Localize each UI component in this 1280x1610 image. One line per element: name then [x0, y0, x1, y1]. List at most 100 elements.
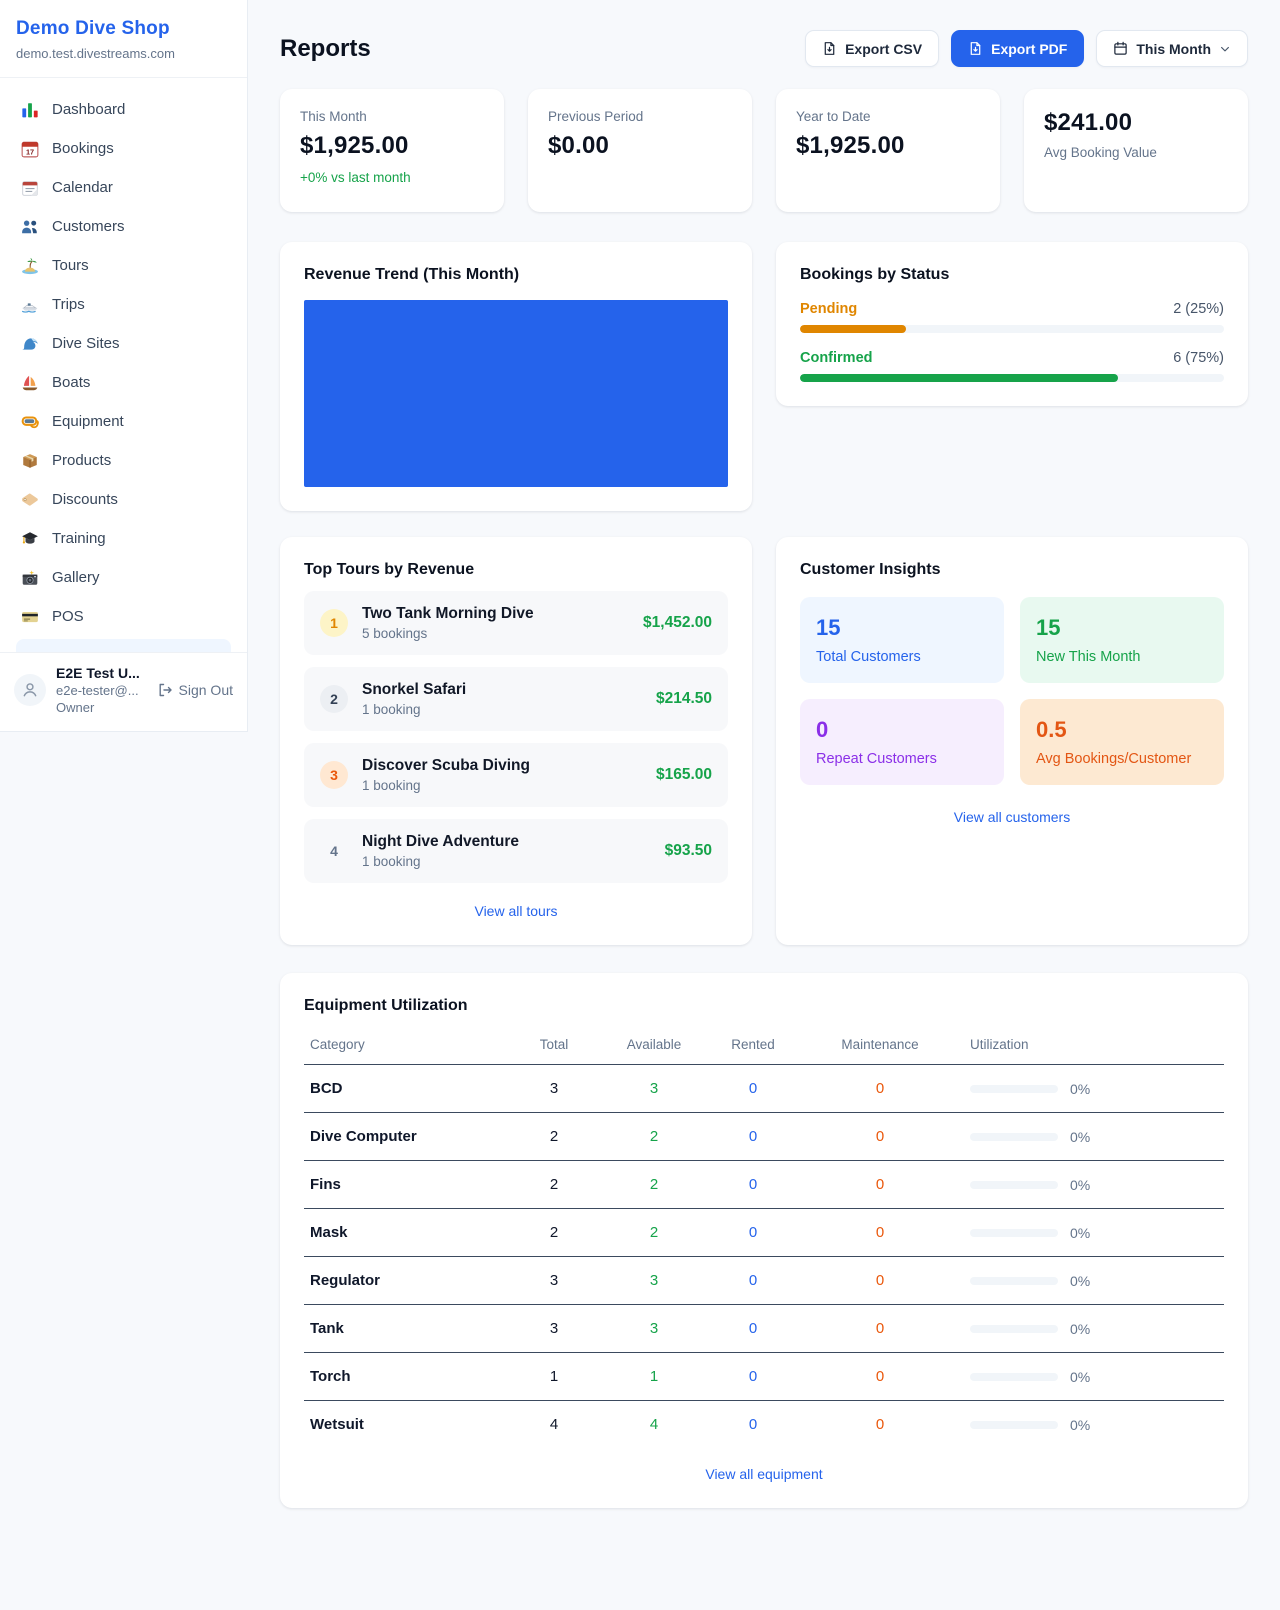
avatar — [14, 674, 46, 706]
main-content: Reports Export CSV Export PDF This Month… — [280, 0, 1248, 1508]
cell-category: Tank — [304, 1304, 510, 1353]
customer-insights-title: Customer Insights — [800, 561, 941, 578]
customer-insights-card: Customer Insights 15 Total Customers 15 … — [776, 537, 1248, 945]
bar-chart-icon — [20, 100, 39, 119]
status-progress-fill — [800, 374, 1118, 382]
sign-out-button[interactable]: Sign Out — [157, 682, 233, 698]
user-email: e2e-tester@... — [56, 683, 139, 698]
sidebar-item-label: Customers — [52, 218, 125, 235]
sidebar-item-dashboard[interactable]: Dashboard — [8, 90, 239, 129]
stat-label: This Month — [300, 109, 367, 124]
tour-name: Snorkel Safari — [362, 681, 467, 698]
equipment-utilization-card: Equipment Utilization Category Total Ava… — [280, 973, 1248, 1508]
export-csv-label: Export CSV — [845, 40, 923, 57]
view-all-equipment-link[interactable]: View all equipment — [705, 1466, 823, 1482]
status-count: 6 (75%) — [1173, 350, 1224, 366]
tile-value: 15 — [1036, 615, 1061, 640]
sidebar-item-discounts[interactable]: Discounts — [8, 480, 239, 519]
cell-available: 3 — [598, 1064, 710, 1113]
sidebar-item-reports-active-partial[interactable] — [16, 639, 231, 652]
sidebar-item-label: Bookings — [52, 140, 114, 157]
period-select[interactable]: This Month — [1096, 30, 1248, 67]
tour-row: 4 Night Dive Adventure 1 booking $93.50 — [304, 819, 728, 883]
sidebar-item-customers[interactable]: Customers — [8, 207, 239, 246]
sidebar-item-pos[interactable]: POS — [8, 597, 239, 636]
cell-maintenance: 0 — [796, 1208, 964, 1257]
sidebar-item-label: Products — [52, 452, 112, 469]
tour-name: Night Dive Adventure — [362, 833, 520, 850]
tile-label: Avg Bookings/Customer — [1036, 751, 1192, 767]
speedboat-icon — [20, 295, 39, 314]
cell-available: 3 — [598, 1304, 710, 1353]
view-all-tours-link[interactable]: View all tours — [474, 903, 558, 919]
sidebar-item-label: POS — [52, 608, 84, 625]
cell-available: 2 — [598, 1160, 710, 1209]
graduation-cap-icon — [20, 529, 39, 548]
utilization-bar — [970, 1180, 1058, 1189]
cell-category: Dive Computer — [304, 1112, 510, 1161]
sidebar-item-boats[interactable]: Boats — [8, 363, 239, 402]
sidebar-item-equipment[interactable]: Equipment — [8, 402, 239, 441]
wave-icon — [20, 334, 39, 353]
stat-card-previous-period: Previous Period $0.00 — [528, 89, 752, 212]
page-header: Reports Export CSV Export PDF This Month — [280, 30, 1248, 67]
sidebar-item-calendar[interactable]: Calendar — [8, 168, 239, 207]
tour-revenue: $165.00 — [655, 766, 712, 783]
col-rented: Rented — [710, 1025, 796, 1065]
cell-category: Fins — [304, 1160, 510, 1209]
stat-value: $1,925.00 — [796, 132, 905, 159]
tag-icon — [20, 490, 39, 509]
sidebar-item-label: Equipment — [52, 413, 124, 430]
view-all-customers-link[interactable]: View all customers — [953, 809, 1071, 825]
tile-avg-bookings-customer: 0.5 Avg Bookings/Customer — [1020, 699, 1224, 785]
tile-value: 0 — [816, 717, 829, 742]
revenue-trend-card: Revenue Trend (This Month) — [280, 242, 752, 511]
sidebar-item-training[interactable]: Training — [8, 519, 239, 558]
tour-bookings: 1 booking — [362, 778, 421, 793]
equipment-table: Category Total Available Rented Maintena… — [304, 1025, 1224, 1448]
export-pdf-button[interactable]: Export PDF — [951, 30, 1085, 67]
tile-total-customers: 15 Total Customers — [800, 597, 1004, 683]
sidebar-item-label: Boats — [52, 374, 91, 391]
sidebar-item-gallery[interactable]: Gallery — [8, 558, 239, 597]
export-csv-button[interactable]: Export CSV — [805, 30, 940, 67]
tile-label: New This Month — [1036, 649, 1141, 665]
shop-name: Demo Dive Shop — [16, 18, 170, 39]
stat-card-avg-booking-value: $241.00 Avg Booking Value — [1024, 89, 1248, 212]
utilization-bar — [970, 1372, 1058, 1381]
utilization-percent: 0% — [1070, 1272, 1091, 1289]
insights-row: Top Tours by Revenue 1 Two Tank Morning … — [280, 537, 1248, 945]
sidebar-item-tours[interactable]: Tours — [8, 246, 239, 285]
tile-value: 0.5 — [1036, 717, 1067, 742]
sidebar-item-label: Gallery — [52, 569, 100, 586]
sidebar-item-products[interactable]: Products — [8, 441, 239, 480]
sidebar-item-dive-sites[interactable]: Dive Sites — [8, 324, 239, 363]
cell-category: Mask — [304, 1208, 510, 1257]
sidebar-item-label: Dive Sites — [52, 335, 120, 352]
stat-cards: This Month $1,925.00 +0% vs last month P… — [280, 89, 1248, 212]
utilization-bar — [970, 1228, 1058, 1237]
stat-card-this-month: This Month $1,925.00 +0% vs last month — [280, 89, 504, 212]
tour-row: 2 Snorkel Safari 1 booking $214.50 — [304, 667, 728, 731]
col-maintenance: Maintenance — [796, 1025, 964, 1065]
file-download-icon — [970, 42, 981, 55]
sidebar-item-trips[interactable]: Trips — [8, 285, 239, 324]
people-icon — [20, 217, 39, 236]
status-progress-track — [800, 374, 1224, 382]
tour-row: 1 Two Tank Morning Dive 5 bookings $1,45… — [304, 591, 728, 655]
rank-badge: 4 — [330, 843, 338, 859]
sidebar-item-bookings[interactable]: 17 Bookings — [8, 129, 239, 168]
tile-new-this-month: 15 New This Month — [1020, 597, 1224, 683]
table-row: Wetsuit 4 4 0 0 0% — [304, 1401, 1224, 1449]
cell-rented: 0 — [710, 1304, 796, 1353]
brand: Demo Dive Shop demo.test.divestreams.com — [0, 0, 247, 78]
table-row: BCD 3 3 0 0 0% — [304, 1064, 1224, 1113]
status-label: Confirmed — [800, 350, 873, 366]
stat-value: $1,925.00 — [300, 132, 409, 159]
stat-delta: +0% vs last month — [300, 170, 411, 185]
tile-label: Repeat Customers — [816, 751, 937, 767]
status-label: Pending — [800, 301, 858, 317]
shop-domain: demo.test.divestreams.com — [16, 46, 175, 61]
stat-value: $0.00 — [548, 132, 610, 159]
sidebar-item-label: Tours — [52, 257, 89, 274]
